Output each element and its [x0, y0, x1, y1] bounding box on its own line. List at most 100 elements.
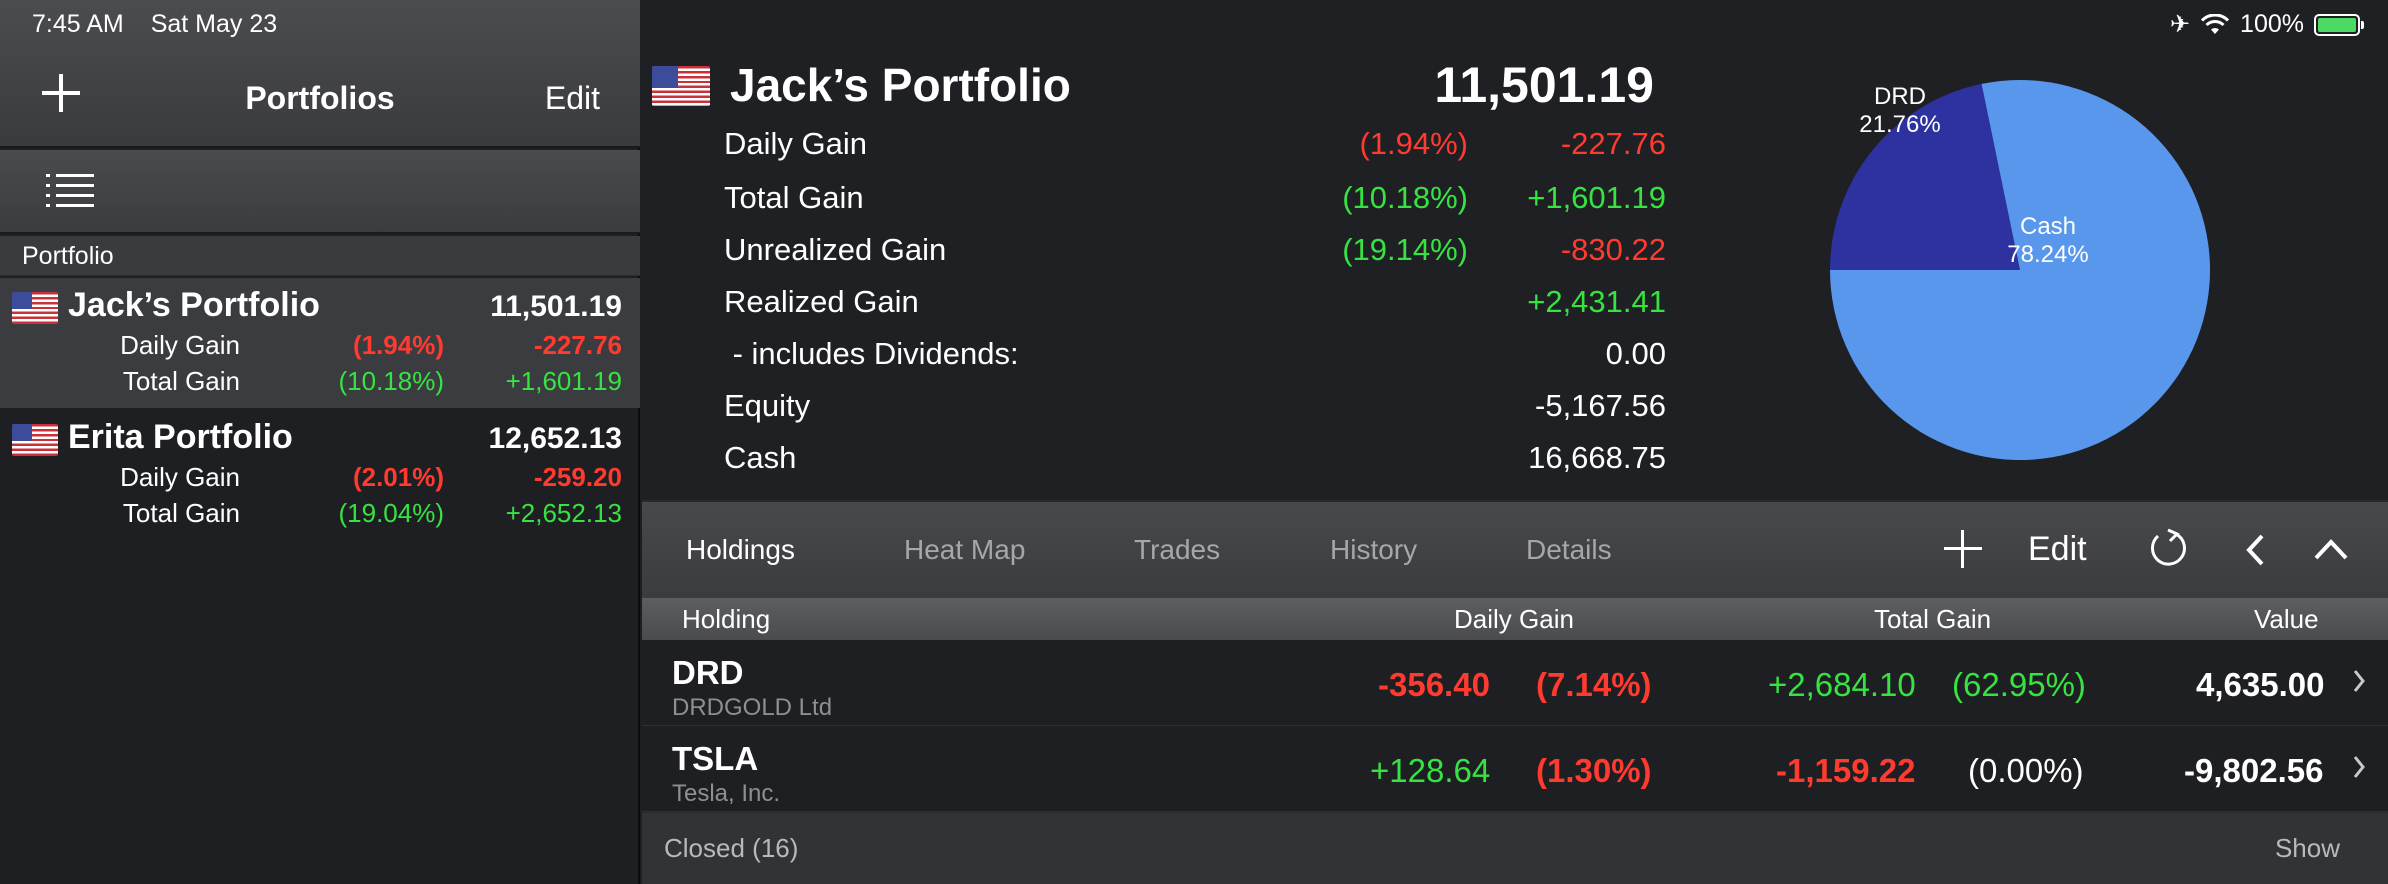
tab-details[interactable]: Details	[1526, 534, 1612, 565]
portfolio-value: 12,652.13	[488, 422, 622, 455]
daily-gain-label: Daily Gain	[120, 462, 240, 492]
tab-history[interactable]: History	[1330, 534, 1418, 565]
daily-gain-pct: (7.14%)	[1536, 666, 1652, 703]
row-label: Daily Gain	[724, 126, 867, 161]
holding-row-drd[interactable]: DRD DRDGOLD Ltd -356.40 (7.14%) +2,684.1…	[642, 640, 2388, 726]
add-holding-button[interactable]	[1944, 530, 1982, 568]
total-gain-label: Total Gain	[122, 366, 240, 396]
holding-value: 4,635.00	[2196, 666, 2325, 703]
col-total-gain: Total Gain	[1874, 604, 1992, 634]
summary-row-equity: Equity -5,167.56	[724, 388, 1666, 432]
status-time-date: 7:45 AM Sat May 23	[32, 10, 277, 39]
row-amount: +1,601.19	[1527, 180, 1666, 215]
total-gain-pct: (62.95%)	[1952, 666, 2086, 703]
row-label: Realized Gain	[724, 284, 919, 319]
summary-row-dividends: - includes Dividends: 0.00	[724, 336, 1666, 380]
total-gain-label: Total Gain	[122, 498, 240, 528]
row-amount: -830.22	[1560, 232, 1666, 267]
summary-row-total-gain: Total Gain (10.18%) +1,601.19	[724, 180, 1666, 224]
total-gain-amount: +2,652.13	[505, 498, 622, 528]
edit-portfolios-button[interactable]: Edit	[544, 80, 600, 116]
total-gain-pct: (0.00%)	[1968, 752, 2084, 789]
row-pct: (10.18%)	[1342, 180, 1468, 215]
portfolio-name: Erita Portfolio	[68, 418, 293, 456]
row-amount: 0.00	[1605, 336, 1666, 371]
pie-label-cash: Cash	[2020, 213, 2076, 240]
summary-value: 11,501.19	[1434, 57, 1654, 113]
holding-name: Tesla, Inc.	[672, 780, 781, 807]
pie-slice-drd[interactable]	[1830, 83, 2020, 270]
chevron-left-icon[interactable]	[2244, 532, 2266, 568]
daily-gain-pct: (2.01%)	[352, 462, 444, 492]
holding-symbol: TSLA	[672, 740, 759, 777]
section-header-label: Portfolio	[22, 242, 114, 270]
holding-value: -9,802.56	[2184, 752, 2324, 789]
row-pct: (19.14%)	[1342, 232, 1468, 267]
pie-label-drd: DRD	[1874, 83, 1926, 110]
total-gain-pct: (10.18%)	[338, 366, 445, 396]
edit-holdings-button[interactable]: Edit	[2028, 530, 2087, 568]
airplane-mode-icon: ✈	[2169, 11, 2191, 38]
daily-gain-amount: -259.20	[533, 462, 622, 492]
total-gain-amount: +1,601.19	[505, 366, 622, 396]
total-gain-amount: +2,684.10	[1768, 666, 1916, 703]
col-value: Value	[2254, 604, 2319, 634]
holding-name: DRDGOLD Ltd	[672, 694, 833, 721]
portfolio-row-erita[interactable]: Erita Portfolio 12,652.13 Daily Gain (2.…	[0, 410, 640, 540]
battery-percent: 100%	[2240, 10, 2304, 38]
tab-trades[interactable]: Trades	[1134, 534, 1221, 565]
show-closed-button[interactable]: Show	[2274, 833, 2340, 863]
row-amount: 16,668.75	[1528, 440, 1666, 475]
daily-gain-amount: -356.40	[1378, 666, 1490, 703]
row-amount: -5,167.56	[1535, 388, 1666, 423]
row-amount: -227.76	[1560, 126, 1666, 161]
daily-gain-pct: (1.94%)	[352, 330, 444, 360]
daily-gain-label: Daily Gain	[120, 330, 240, 360]
pie-pct-cash: 78.24%	[2007, 241, 2088, 268]
portfolio-list-pane: Portfolios Edit 7:45 AM Sat May 23 Portf…	[0, 0, 640, 884]
portfolio-row-jack[interactable]: Jack’s Portfolio 11,501.19 Daily Gain (1…	[0, 278, 640, 408]
tab-heat-map[interactable]: Heat Map	[904, 534, 1026, 565]
status-indicators: ✈ 100%	[2169, 10, 2364, 39]
row-label: Total Gain	[724, 180, 864, 215]
total-gain-pct: (19.04%)	[338, 498, 445, 528]
summary-row-daily-gain: Daily Gain (1.94%) -227.76	[724, 126, 1666, 170]
wifi-icon	[2200, 13, 2230, 34]
tab-holdings[interactable]: Holdings	[686, 534, 795, 565]
holding-row-tsla[interactable]: TSLA Tesla, Inc. +128.64 (1.30%) -1,159.…	[642, 726, 2388, 812]
row-amount: +2,431.41	[1527, 284, 1666, 319]
row-label: - includes Dividends:	[724, 336, 1019, 371]
total-gain-amount: -1,159.22	[1776, 752, 1916, 789]
closed-positions-bar[interactable]: Closed (16) Show	[642, 812, 2388, 884]
us-flag-icon	[12, 292, 58, 324]
summary-row-unrealized-gain: Unrealized Gain (19.14%) -830.22	[724, 232, 1666, 276]
holdings-table-header: Holding Daily Gain Total Gain Value	[642, 598, 2388, 640]
status-date: Sat May 23	[150, 10, 278, 38]
col-daily-gain: Daily Gain	[1454, 604, 1574, 634]
row-label: Cash	[724, 440, 797, 475]
daily-gain-pct: (1.30%)	[1536, 752, 1652, 789]
holding-symbol: DRD	[672, 654, 744, 691]
us-flag-icon	[652, 66, 710, 106]
summary-row-realized-gain: Realized Gain +2,431.41	[724, 284, 1666, 328]
chevron-right-icon	[2353, 756, 2365, 778]
col-holding: Holding	[682, 604, 771, 634]
row-pct: (1.94%)	[1359, 126, 1468, 161]
status-time: 7:45 AM	[32, 10, 124, 38]
section-header: Portfolio	[0, 236, 640, 276]
portfolio-detail-pane: ✈ 100% Jack’s Portfolio 11,501.19 Daily …	[642, 0, 2388, 884]
summary-title: Jack’s Portfolio	[730, 59, 1071, 111]
refresh-icon[interactable]	[2146, 524, 2190, 572]
pie-slice-cash[interactable]	[1830, 80, 2210, 461]
portfolio-value: 11,501.19	[490, 290, 622, 323]
chevron-up-icon[interactable]	[2312, 536, 2350, 562]
list-view-icon[interactable]	[46, 172, 94, 212]
summary-row-cash: Cash 16,668.75	[724, 440, 1666, 484]
battery-charging-icon	[2314, 13, 2364, 36]
add-portfolio-button[interactable]	[38, 70, 84, 116]
daily-gain-amount: +128.64	[1370, 752, 1491, 789]
nav-bar: Portfolios Edit	[0, 0, 640, 148]
nav-title: Portfolios	[245, 80, 395, 116]
chevron-right-icon	[2353, 670, 2365, 692]
